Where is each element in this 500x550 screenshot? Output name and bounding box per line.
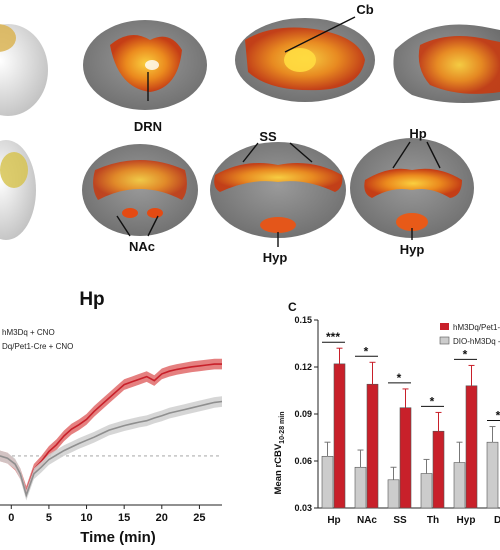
bar-chart: 0.03 0.06 0.09 0.12 0.15 *** Hp * NAc * SS * Th * Hyp *… [294,315,500,526]
brain-render-bottom-left [0,140,36,240]
bar-Hp-red [333,363,346,509]
bar-Th-red [432,430,445,509]
brain-panel: DRN Cb SS Hp NAc Hyp Hyp [0,2,500,265]
category-label-Hp: Hp [327,515,340,526]
x-tick-label-0: 0 [8,512,14,524]
bar-Th-gray [420,473,433,509]
svg-text:Mean rCBV10-28 min: Mean rCBV10-28 min [273,412,286,495]
bar-SS-red [399,407,412,509]
x-tick-label-15: 15 [118,512,130,524]
brain-slice-drn [83,20,207,110]
brain-slice-sagittal [393,24,500,104]
series-line-2 [0,400,223,498]
brain-render-top-left [0,24,48,116]
panel-c-ylabel-main: Mean rCBV [273,443,284,494]
bar-DI-gray [486,441,499,509]
sig-label: * [430,394,435,408]
bar-Hyp-red [465,385,478,509]
label-pointers [116,16,441,247]
category-label-Hyp: Hyp [457,515,476,526]
sig-label: *** [326,330,340,344]
brain-slice-cb [235,18,375,102]
panel-c: C Mean rCBV10-28 min hM3Dq/Pet1- DIO-hM3… [273,300,500,526]
x-tick-label-25: 25 [193,512,205,524]
x-tick-label-10: 10 [80,512,92,524]
x-tick-label-20: 20 [156,512,168,524]
bar-NAc-red [366,383,379,509]
category-label-Th: Th [427,515,439,526]
bar-SS-gray [387,479,400,509]
sig-label: * [496,409,500,423]
panel-c-letter: C [288,300,297,314]
label-hp: Hp [409,126,426,141]
bar-y-tick-label: 0.09 [294,409,312,419]
category-label-SS: SS [393,515,407,526]
sig-label: * [397,371,402,385]
panel-b: Hp hM3Dq + CNO Dq/Pet1-Cre + CNO 0 5 10 15 2… [0,289,223,546]
panel-c-legend-swatch-red [440,323,449,330]
line-chart: 0 5 10 15 20 25 [0,358,223,524]
panel-c-legend-2: DIO-hM3Dq - [453,337,500,346]
panel-c-legend-1: hM3Dq/Pet1- [453,323,500,332]
panel-c-ylabel: Mean rCBV10-28 min [273,412,286,495]
label-ss: SS [259,129,277,144]
panel-b-title: Hp [79,289,104,310]
label-nac: NAc [129,239,155,254]
x-tick-label-5: 5 [46,512,52,524]
panel-b-legend-1: hM3Dq + CNO [2,328,55,337]
category-label-NAc: NAc [357,515,377,526]
bar-y-tick-label: 0.03 [294,503,312,513]
label-hyp-hp: Hyp [400,242,425,257]
bar-y-tick-label: 0.15 [294,315,312,325]
panel-c-legend-swatch-gray [439,336,450,345]
bar-y-tick-label: 0.12 [294,362,312,372]
sig-label: * [364,344,369,358]
label-hyp-ss: Hyp [263,250,288,265]
sig-label: * [463,347,468,361]
category-label-DI: DI [494,515,500,526]
label-drn: DRN [134,119,162,134]
series-band-2 [0,396,222,501]
panel-c-ylabel-sub: 10-28 min [279,412,286,444]
panel-b-legend-2: Dq/Pet1-Cre + CNO [2,342,73,351]
bar-NAc-gray [354,466,367,509]
panel-b-xlabel: Time (min) [80,529,156,546]
bar-y-tick-label: 0.06 [294,456,312,466]
bar-Hp-gray [321,455,334,509]
brain-slice-hp [350,138,474,238]
bar-Hyp-gray [453,462,466,509]
brain-slice-nac [82,144,198,236]
brain-slice-ss [210,142,346,238]
label-cb: Cb [356,2,373,17]
